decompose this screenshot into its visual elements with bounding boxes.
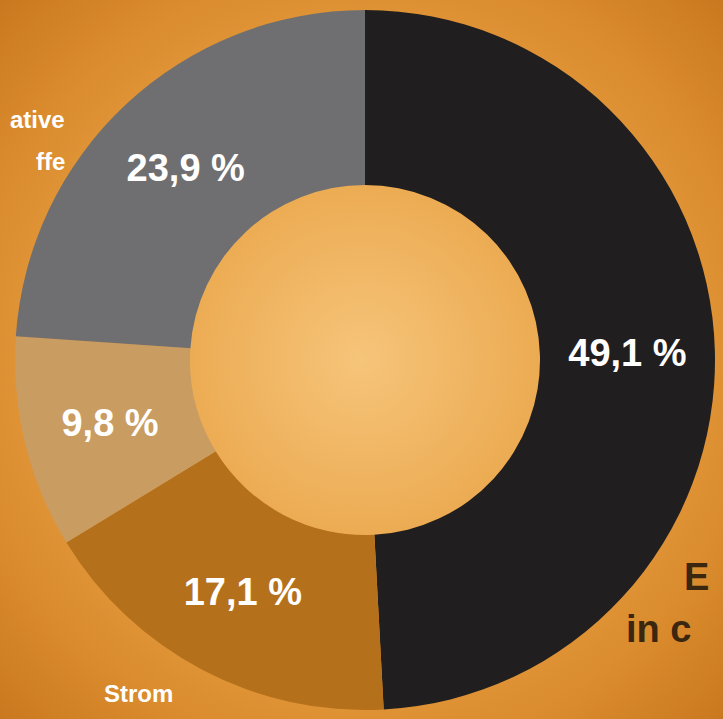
svg-text:23,9 %: 23,9 % bbox=[127, 147, 245, 189]
svg-text:ffe: ffe bbox=[36, 148, 65, 175]
svg-text:9,8 %: 9,8 % bbox=[61, 402, 158, 444]
svg-text:ative: ative bbox=[10, 106, 65, 133]
svg-text:49,1 %: 49,1 % bbox=[568, 332, 686, 374]
svg-text:17,1 %: 17,1 % bbox=[184, 571, 302, 613]
svg-text:Strom: Strom bbox=[104, 680, 173, 707]
svg-text:E: E bbox=[684, 556, 709, 598]
svg-text:in c: in c bbox=[626, 608, 691, 650]
